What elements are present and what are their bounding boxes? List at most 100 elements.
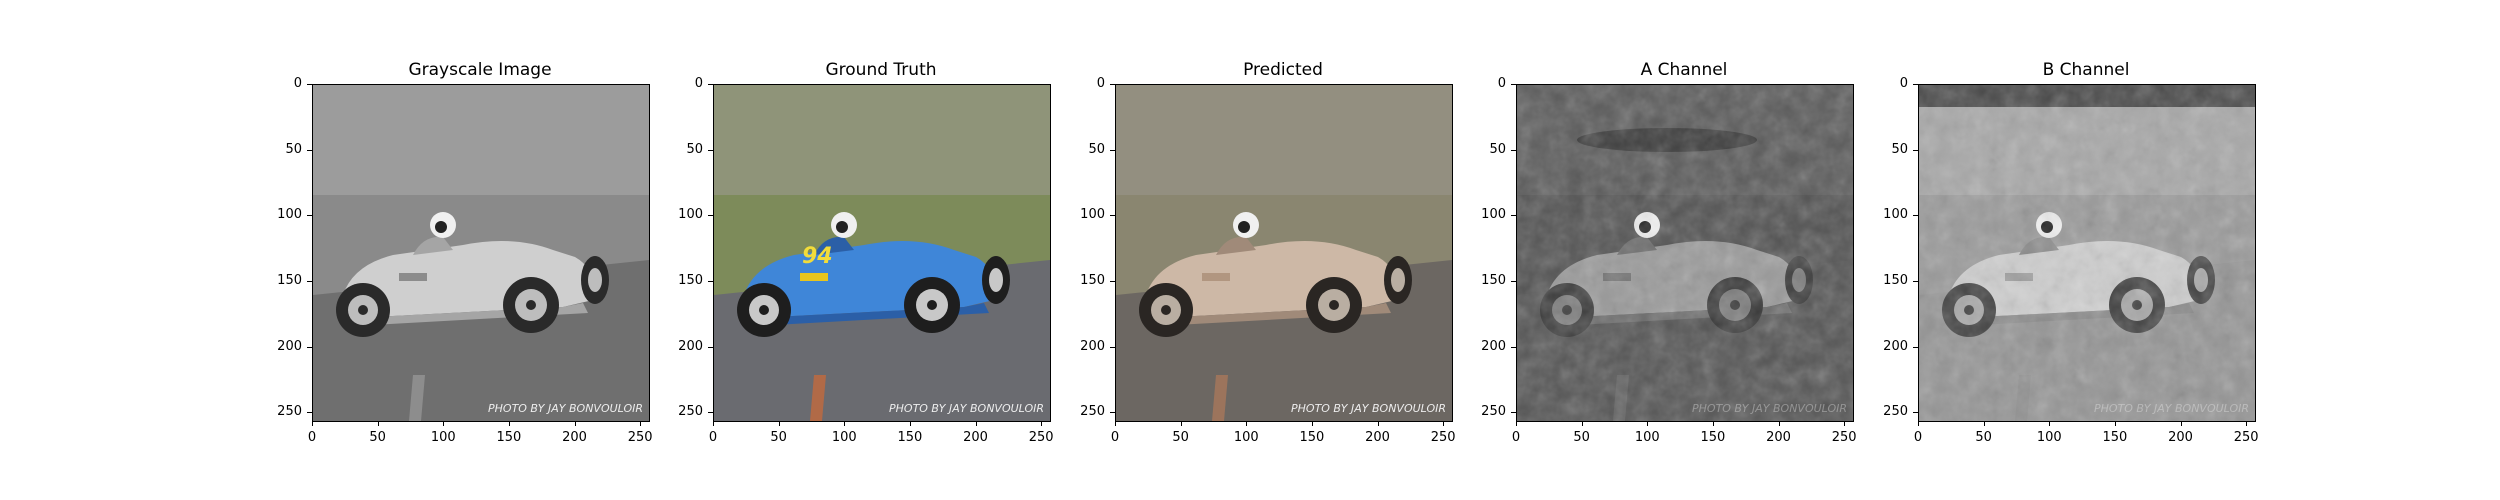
x-tick-mark (508, 421, 510, 426)
x-tick-mark (2246, 421, 2248, 426)
y-tick-label: 100 (277, 207, 302, 223)
image-frame: PHOTO BY JAY BONVOULOIR (312, 84, 650, 422)
x-tick-label: 100 (1634, 430, 1660, 445)
x-tick-label: 250 (2233, 430, 2259, 445)
x-tick-label: 200 (562, 430, 587, 445)
x-tick-label: 250 (1028, 430, 1054, 445)
x-tick-label: 150 (2102, 430, 2128, 445)
noise-texture (1517, 85, 1853, 421)
y-tick-label: 0 (293, 76, 302, 91)
x-tick-mark (1115, 421, 1116, 426)
x-tick-label: 150 (496, 430, 522, 445)
x-tick-label: 50 (1172, 430, 1189, 445)
x-tick-mark (1778, 421, 1780, 426)
x-tick-mark (574, 421, 576, 426)
wheel-far-rear (581, 256, 609, 304)
y-tick-label: 150 (678, 272, 703, 288)
x-tick-label: 200 (2168, 430, 2193, 445)
x-tick-mark (1581, 421, 1583, 426)
x-tick-label: 250 (1430, 430, 1456, 445)
x-tick-mark (2180, 421, 2182, 426)
wheel-rear (503, 277, 559, 333)
x-tick-mark (975, 421, 977, 426)
y-tick-mark (1511, 149, 1516, 151)
y-tick-mark (307, 215, 312, 217)
y-tick-mark (1913, 84, 1918, 85)
y-tick-label: 150 (1080, 272, 1105, 288)
y-tick-mark (307, 84, 312, 85)
y-tick-mark (708, 84, 713, 85)
race-car (336, 212, 609, 337)
y-tick-label: 100 (678, 207, 703, 223)
noise-texture (1919, 85, 2255, 421)
y-tick-mark (307, 149, 312, 151)
image-frame: PHOTO BY JAY BONVOULOIR (1918, 84, 2256, 422)
wheel-front (1139, 283, 1193, 337)
traffic-cone (810, 375, 826, 421)
subplot-title: Grayscale Image (408, 60, 552, 80)
y-tick-mark (1511, 215, 1516, 217)
y-tick-label: 200 (1883, 338, 1908, 354)
y-tick-label: 250 (1883, 404, 1908, 420)
photo-credit-watermark: PHOTO BY JAY BONVOULOIR (1291, 402, 1446, 415)
x-tick-mark (2114, 421, 2116, 426)
x-tick-label: 100 (1233, 430, 1259, 445)
y-tick-mark (1110, 149, 1115, 151)
x-tick-label: 50 (1573, 430, 1590, 445)
x-tick-mark (1180, 421, 1182, 426)
y-tick-mark (1110, 215, 1115, 217)
x-tick-label: 200 (1766, 430, 1791, 445)
y-tick-label: 200 (1080, 338, 1105, 354)
y-tick-label: 50 (1489, 141, 1506, 157)
x-tick-label: 150 (1299, 430, 1325, 445)
x-tick-label: 50 (369, 430, 386, 445)
x-tick-mark (312, 421, 313, 426)
y-tick-label: 50 (1088, 141, 1105, 157)
photo-credit-watermark: PHOTO BY JAY BONVOULOIR (1692, 402, 1847, 415)
x-tick-label: 0 (1913, 430, 1923, 445)
y-tick-mark (708, 412, 713, 414)
x-tick-mark (1041, 421, 1043, 426)
car-number: 94 (802, 244, 833, 269)
y-tick-label: 0 (694, 76, 703, 91)
x-tick-label: 150 (897, 430, 923, 445)
x-tick-label: 50 (770, 430, 787, 445)
y-tick-mark (1913, 149, 1918, 151)
y-tick-label: 250 (1080, 404, 1105, 420)
x-tick-label: 250 (1831, 430, 1857, 445)
x-tick-label: 100 (430, 430, 456, 445)
y-tick-label: 150 (1883, 272, 1908, 288)
x-tick-mark (1377, 421, 1379, 426)
x-tick-mark (443, 421, 445, 426)
y-tick-label: 0 (1899, 76, 1908, 91)
x-tick-mark (640, 421, 642, 426)
x-tick-mark (1647, 421, 1649, 426)
image-frame: PHOTO BY JAY BONVOULOIR (1115, 84, 1453, 422)
y-tick-label: 50 (285, 141, 302, 157)
x-tick-mark (1712, 421, 1714, 426)
y-tick-mark (1913, 412, 1918, 414)
wheel-front (336, 283, 390, 337)
y-tick-mark (1110, 346, 1115, 348)
y-tick-label: 0 (1497, 76, 1506, 91)
x-tick-mark (1311, 421, 1313, 426)
x-tick-label: 0 (307, 430, 317, 445)
x-tick-label: 0 (708, 430, 718, 445)
traffic-cone (1212, 375, 1228, 421)
y-tick-mark (307, 412, 312, 414)
x-tick-mark (1516, 421, 1517, 426)
subplot-title: Predicted (1243, 60, 1323, 80)
y-tick-mark (307, 280, 312, 282)
x-tick-mark (1443, 421, 1445, 426)
x-tick-mark (1983, 421, 1985, 426)
traffic-cone (409, 375, 425, 421)
subplot-title: A Channel (1640, 60, 1728, 80)
wheel-rear (904, 277, 960, 333)
y-tick-label: 150 (277, 272, 302, 288)
x-tick-label: 50 (1975, 430, 1992, 445)
x-tick-label: 150 (1700, 430, 1726, 445)
y-tick-mark (708, 149, 713, 151)
y-tick-label: 100 (1481, 207, 1506, 223)
y-tick-mark (708, 215, 713, 217)
y-tick-label: 100 (1883, 207, 1908, 223)
